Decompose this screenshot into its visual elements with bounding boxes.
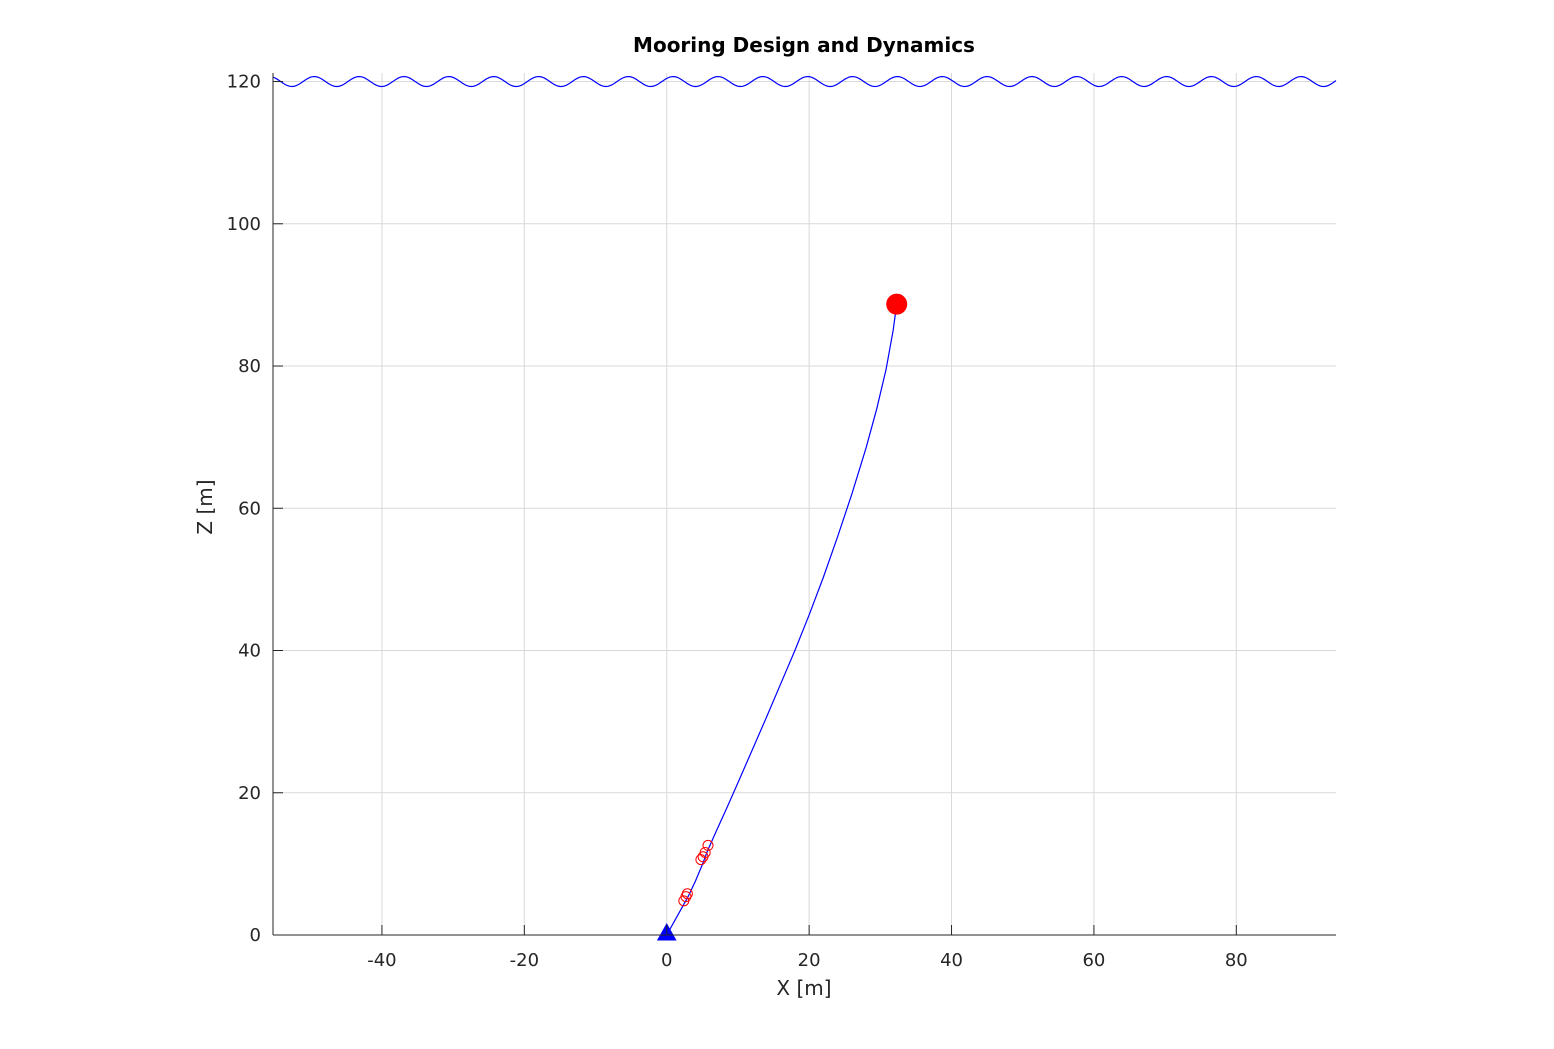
- grid: [273, 73, 1336, 936]
- x-axis-label: X [m]: [776, 976, 831, 1000]
- axes: [272, 73, 1336, 936]
- plot-series: [656, 293, 908, 941]
- chart-title: Mooring Design and Dynamics: [633, 33, 975, 57]
- top-buoy-marker: [886, 293, 908, 315]
- y-tick-label: 20: [238, 783, 261, 804]
- instrument-marker: [702, 839, 714, 851]
- y-tick-label: 120: [227, 72, 261, 93]
- x-tick-label: 0: [661, 950, 672, 971]
- x-tick-label: 60: [1082, 950, 1105, 971]
- y-tick-label: 0: [250, 925, 261, 946]
- instrument-marker: [699, 846, 711, 858]
- y-axis-label: Z [m]: [193, 479, 217, 534]
- y-tick-label: 40: [238, 641, 261, 662]
- x-tick-label: 20: [798, 950, 821, 971]
- x-tick-label: -40: [367, 950, 396, 971]
- x-tick-label: -20: [510, 950, 539, 971]
- mooring-line: [666, 304, 898, 936]
- y-tick-label: 80: [238, 356, 261, 377]
- y-tick-label: 60: [238, 498, 261, 519]
- x-tick-label: 40: [940, 950, 963, 971]
- sea-surface-wave: [272, 75, 1337, 88]
- instrument-marker: [681, 888, 693, 900]
- sea-surface: [272, 75, 1337, 88]
- tick-labels: -40 -20 0 20 40 60 80 0 20 40 60 80 100 120: [227, 72, 1248, 971]
- y-tick-label: 100: [227, 214, 261, 235]
- x-tick-label: 80: [1225, 950, 1248, 971]
